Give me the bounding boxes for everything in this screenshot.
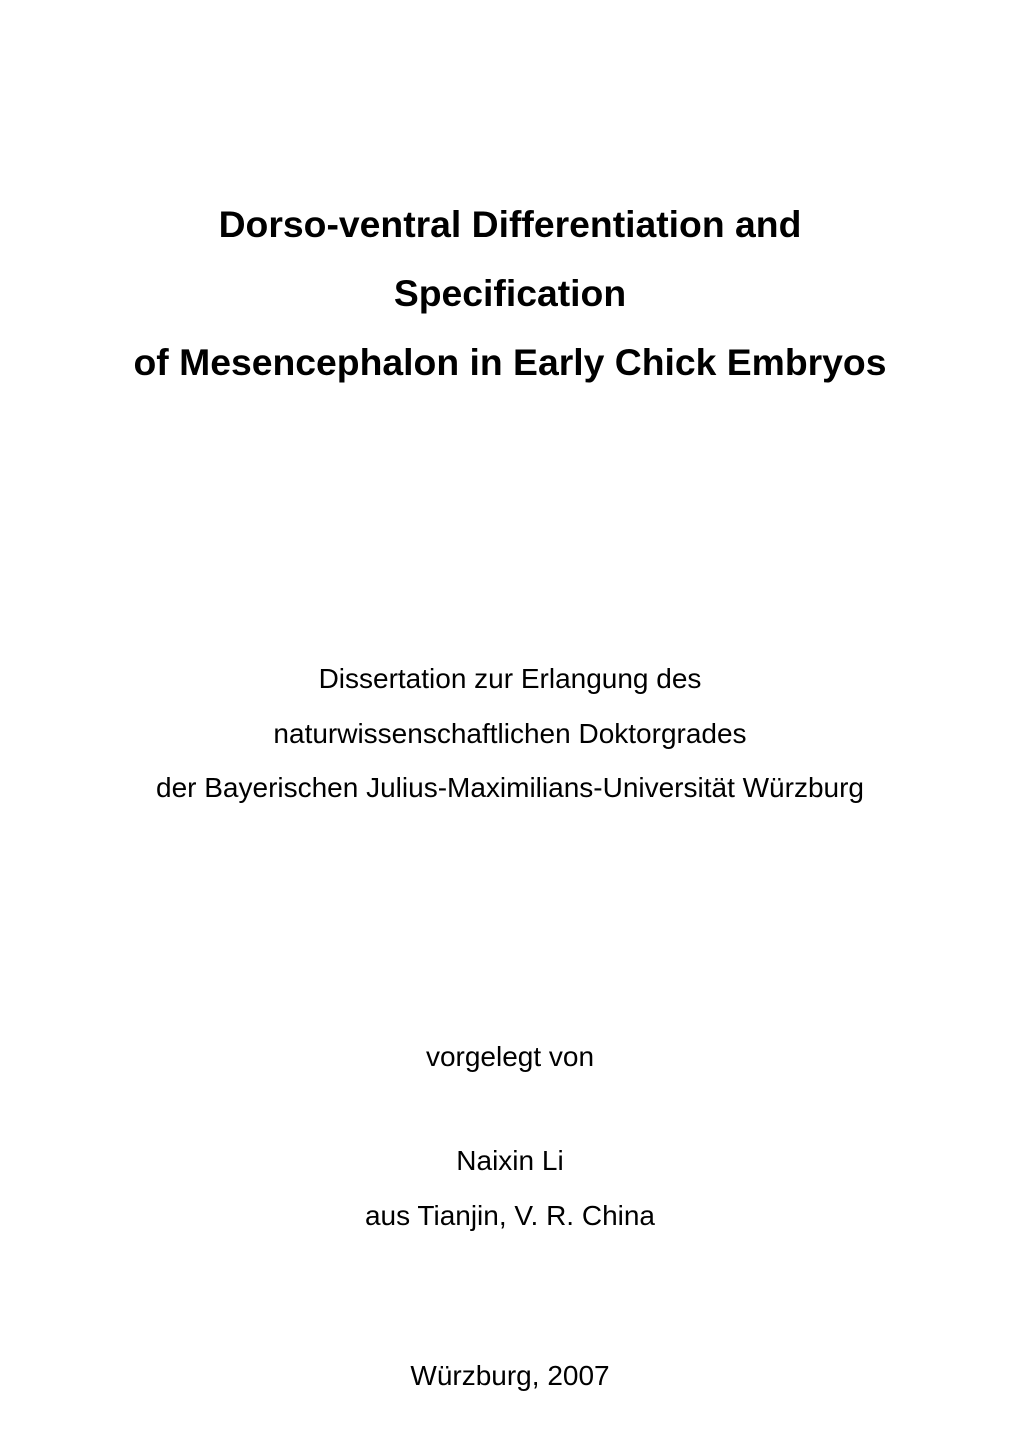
author-origin: aus Tianjin, V. R. China <box>110 1200 910 1232</box>
subtitle-line-2: naturwissenschaftlichen Doktorgrades <box>110 707 910 762</box>
subtitle-block: Dissertation zur Erlangung des naturwiss… <box>110 652 910 816</box>
subtitle-line-1: Dissertation zur Erlangung des <box>110 652 910 707</box>
title-line-2: of Mesencephalon in Early Chick Embryos <box>110 328 910 397</box>
subtitle-line-3: der Bayerischen Julius-Maximilians-Unive… <box>110 761 910 816</box>
author-block: Naixin Li aus Tianjin, V. R. China <box>110 1139 910 1232</box>
title-page: Dorso-ventral Differentiation and Specif… <box>0 0 1020 1443</box>
place-year: Würzburg, 2007 <box>110 1360 910 1392</box>
place-year-block: Würzburg, 2007 <box>110 1360 910 1392</box>
title-block: Dorso-ventral Differentiation and Specif… <box>110 190 910 397</box>
submitted-by-block: vorgelegt von <box>110 1041 910 1073</box>
title-line-1: Dorso-ventral Differentiation and Specif… <box>110 190 910 328</box>
author-name: Naixin Li <box>110 1139 910 1184</box>
submitted-by-label: vorgelegt von <box>110 1041 910 1073</box>
